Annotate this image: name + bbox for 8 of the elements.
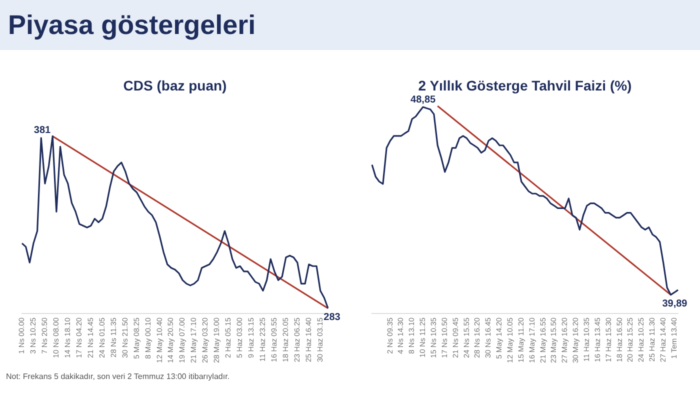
data-label: 381 [34, 124, 52, 136]
chart-title: CDS (baz puan) [123, 77, 227, 94]
text: Piyasa göstergeleri [0, 0, 700, 50]
data-label: 39,89 [662, 298, 688, 310]
data-label: 48,85 [410, 94, 436, 106]
text: Not: Frekans 5 dakikadır, son veri 2 Temmuz 13:00 itibarıyladır. [6, 372, 230, 381]
chart-title: 2 Yıllık Gösterge Tahvil Faizi (%) [418, 77, 632, 94]
data-label: 283 [324, 312, 341, 324]
